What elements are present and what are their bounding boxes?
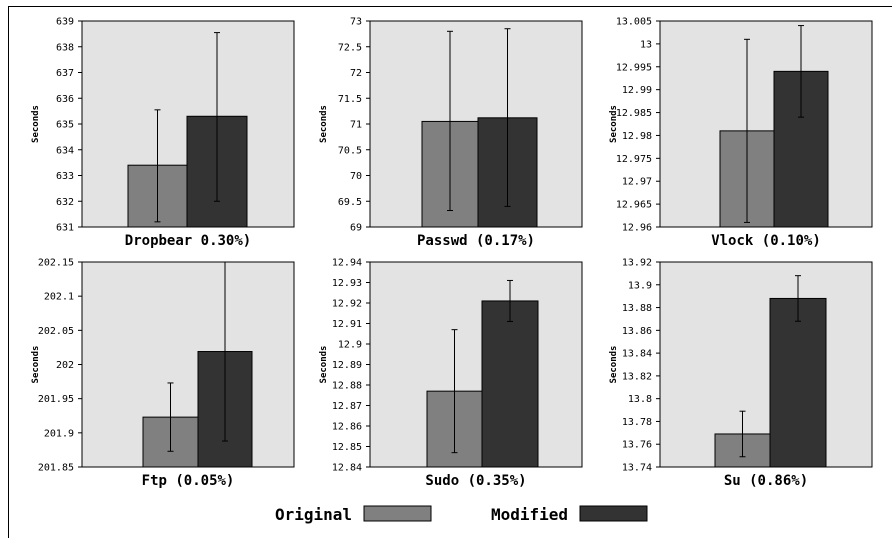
plot-border: [369, 261, 583, 468]
y-axis-label: Seconds: [609, 346, 619, 384]
y-tick-label: 13.82: [622, 371, 652, 382]
figure-frame: [8, 6, 892, 538]
y-tick-label: 202.1: [44, 292, 74, 303]
y-tick-label: 13.76: [622, 440, 652, 451]
y-tick-label: 13.88: [622, 303, 652, 314]
y-tick-label: 202: [56, 360, 74, 371]
chart-title: Ftp (0.05%): [142, 473, 235, 489]
chart-title: Dropbear 0.30%): [125, 233, 251, 249]
plot-border: [81, 261, 295, 468]
y-tick-label: 71: [350, 120, 362, 131]
y-tick-label: 72.5: [338, 42, 362, 53]
y-tick-label: 634: [56, 145, 74, 156]
y-tick-label: 13.86: [622, 326, 652, 337]
y-axis-label: Seconds: [31, 346, 41, 384]
y-tick-label: 12.84: [332, 463, 362, 474]
y-tick-label: 12.92: [332, 299, 362, 310]
y-tick-label: 201.9: [44, 428, 74, 439]
legend-modified-label: Modified: [491, 505, 568, 524]
y-tick-label: 71.5: [338, 94, 362, 105]
y-tick-label: 633: [56, 171, 74, 182]
chart-panel-3: 12.96 12.965 12.97 12.975 12.98 12.985 12.99 12…: [609, 17, 873, 249]
chart-panels: 631 632 633 634 635 636 637 638 639 Seconds Dropbe…: [31, 17, 873, 489]
y-tick-label: 13.74: [622, 463, 652, 474]
y-axis-label: Seconds: [31, 105, 41, 143]
chart-panel-4: 201.85 201.9 201.95 202 202.05 202.1 202.15 Sec…: [31, 258, 295, 489]
y-tick-label: 70.5: [338, 145, 362, 156]
y-tick-label: 636: [56, 94, 74, 105]
y-tick-label: 12.99: [622, 85, 652, 96]
y-tick-label: 12.98: [622, 131, 652, 142]
y-tick-label: 12.995: [616, 62, 652, 73]
y-tick-label: 12.985: [616, 108, 652, 119]
legend: Original Modified: [275, 505, 648, 524]
y-tick-label: 638: [56, 42, 74, 53]
y-tick-label: 202.15: [38, 258, 74, 269]
y-tick-label: 202.05: [38, 326, 74, 337]
y-tick-label: 632: [56, 197, 74, 208]
y-tick-label: 13.84: [622, 349, 652, 360]
y-tick-label: 72: [350, 68, 362, 79]
chart-panel-1: 631 632 633 634 635 636 637 638 639 Seconds Dropbe…: [31, 17, 295, 249]
chart-title: Passwd (0.17%): [417, 233, 535, 249]
y-tick-label: 73: [350, 17, 362, 28]
y-tick-label: 12.93: [332, 278, 362, 289]
y-tick-label: 12.87: [332, 401, 362, 412]
chart-title: Vlock (0.10%): [711, 233, 821, 249]
y-axis-label: Seconds: [609, 105, 619, 143]
y-axis-label: Seconds: [319, 105, 329, 143]
y-tick-label: 635: [56, 120, 74, 131]
y-tick-label: 12.965: [616, 200, 652, 211]
y-tick-label: 12.975: [616, 154, 652, 165]
y-tick-label: 639: [56, 17, 74, 28]
y-tick-label: 12.85: [332, 442, 362, 453]
y-tick-label: 12.9: [338, 340, 362, 351]
legend-original-swatch: [363, 505, 432, 522]
y-tick-label: 12.97: [622, 177, 652, 188]
legend-original-label: Original: [275, 505, 352, 524]
y-tick-label: 201.85: [38, 463, 74, 474]
plot-area: [660, 262, 872, 467]
y-tick-label: 12.86: [332, 422, 362, 433]
y-tick-label: 631: [56, 223, 74, 234]
legend-modified-swatch: [579, 505, 648, 522]
y-tick-label: 13.8: [628, 394, 652, 405]
y-tick-label: 12.96: [622, 223, 652, 234]
y-tick-label: 12.94: [332, 258, 362, 269]
y-tick-label: 12.88: [332, 381, 362, 392]
chart-title: Sudo (0.35%): [425, 473, 526, 489]
bar-modified: [769, 297, 827, 468]
y-tick-label: 13.9: [628, 280, 652, 291]
plot-border: [81, 20, 295, 228]
y-tick-label: 12.91: [332, 319, 362, 330]
y-tick-label: 69.5: [338, 197, 362, 208]
chart-panel-5: 12.84 12.85 12.86 12.87 12.88 12.89 12.9 12.91 1…: [319, 258, 583, 489]
chart-panel-2: 69 69.5 70 70.5 71 71.5 72 72.5 73 Seconds Passwd …: [319, 17, 583, 249]
y-tick-label: 13.005: [616, 17, 652, 28]
y-tick-label: 13.78: [622, 417, 652, 428]
y-tick-label: 69: [350, 223, 362, 234]
plot-border: [659, 20, 873, 228]
y-tick-label: 201.95: [38, 394, 74, 405]
y-tick-label: 637: [56, 68, 74, 79]
y-tick-label: 12.89: [332, 360, 362, 371]
y-tick-label: 13: [640, 39, 652, 50]
chart-panel-6: 13.74 13.76 13.78 13.8 13.82 13.84 13.86 13.88 1…: [609, 258, 873, 489]
y-tick-label: 13.92: [622, 258, 652, 269]
y-tick-label: 70: [350, 171, 362, 182]
plot-border: [659, 261, 873, 468]
bar-modified: [481, 300, 539, 468]
plot-border: [369, 20, 583, 228]
y-axis-label: Seconds: [319, 346, 329, 384]
chart-title: Su (0.86%): [724, 473, 808, 489]
